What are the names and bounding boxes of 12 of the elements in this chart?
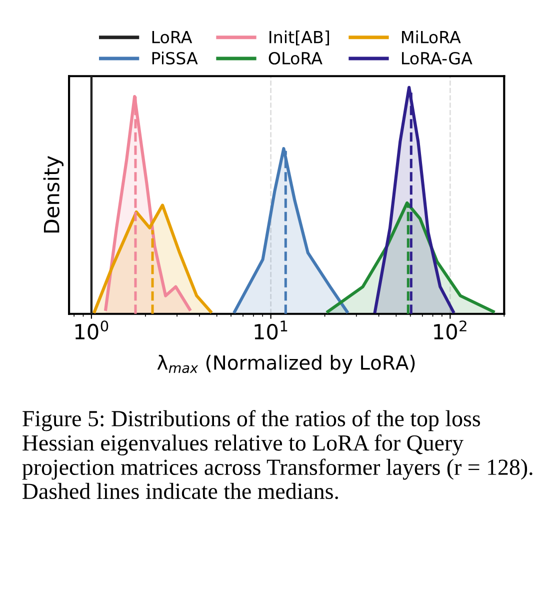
legend-label: PiSSA [152, 52, 198, 65]
x-tick-label: 10$^{0}$ [75, 320, 108, 340]
legend-label: MiLoRA [402, 30, 461, 44]
x-tick-label: 10$^{1}$ [254, 320, 288, 340]
x-axis-title: λ$_{max}$ (Normalized by LoRA) [157, 354, 415, 374]
caption: Figure 5: Distributions of the ratios of the top loss Hessian eigenvalues relative to LoRA for Query projection matrices across Transformer layers (r = 128). Dashed lines indicate the medians. [22, 410, 532, 500]
y-axis-title: Density [43, 156, 64, 233]
x-tick-label: 10$^{2}$ [434, 320, 466, 340]
legend-label: Init[AB] [270, 30, 329, 46]
legend-label: LoRA [152, 31, 192, 44]
legend-label: LoRA-GA [402, 52, 472, 65]
legend-label: OLoRA [268, 52, 322, 65]
